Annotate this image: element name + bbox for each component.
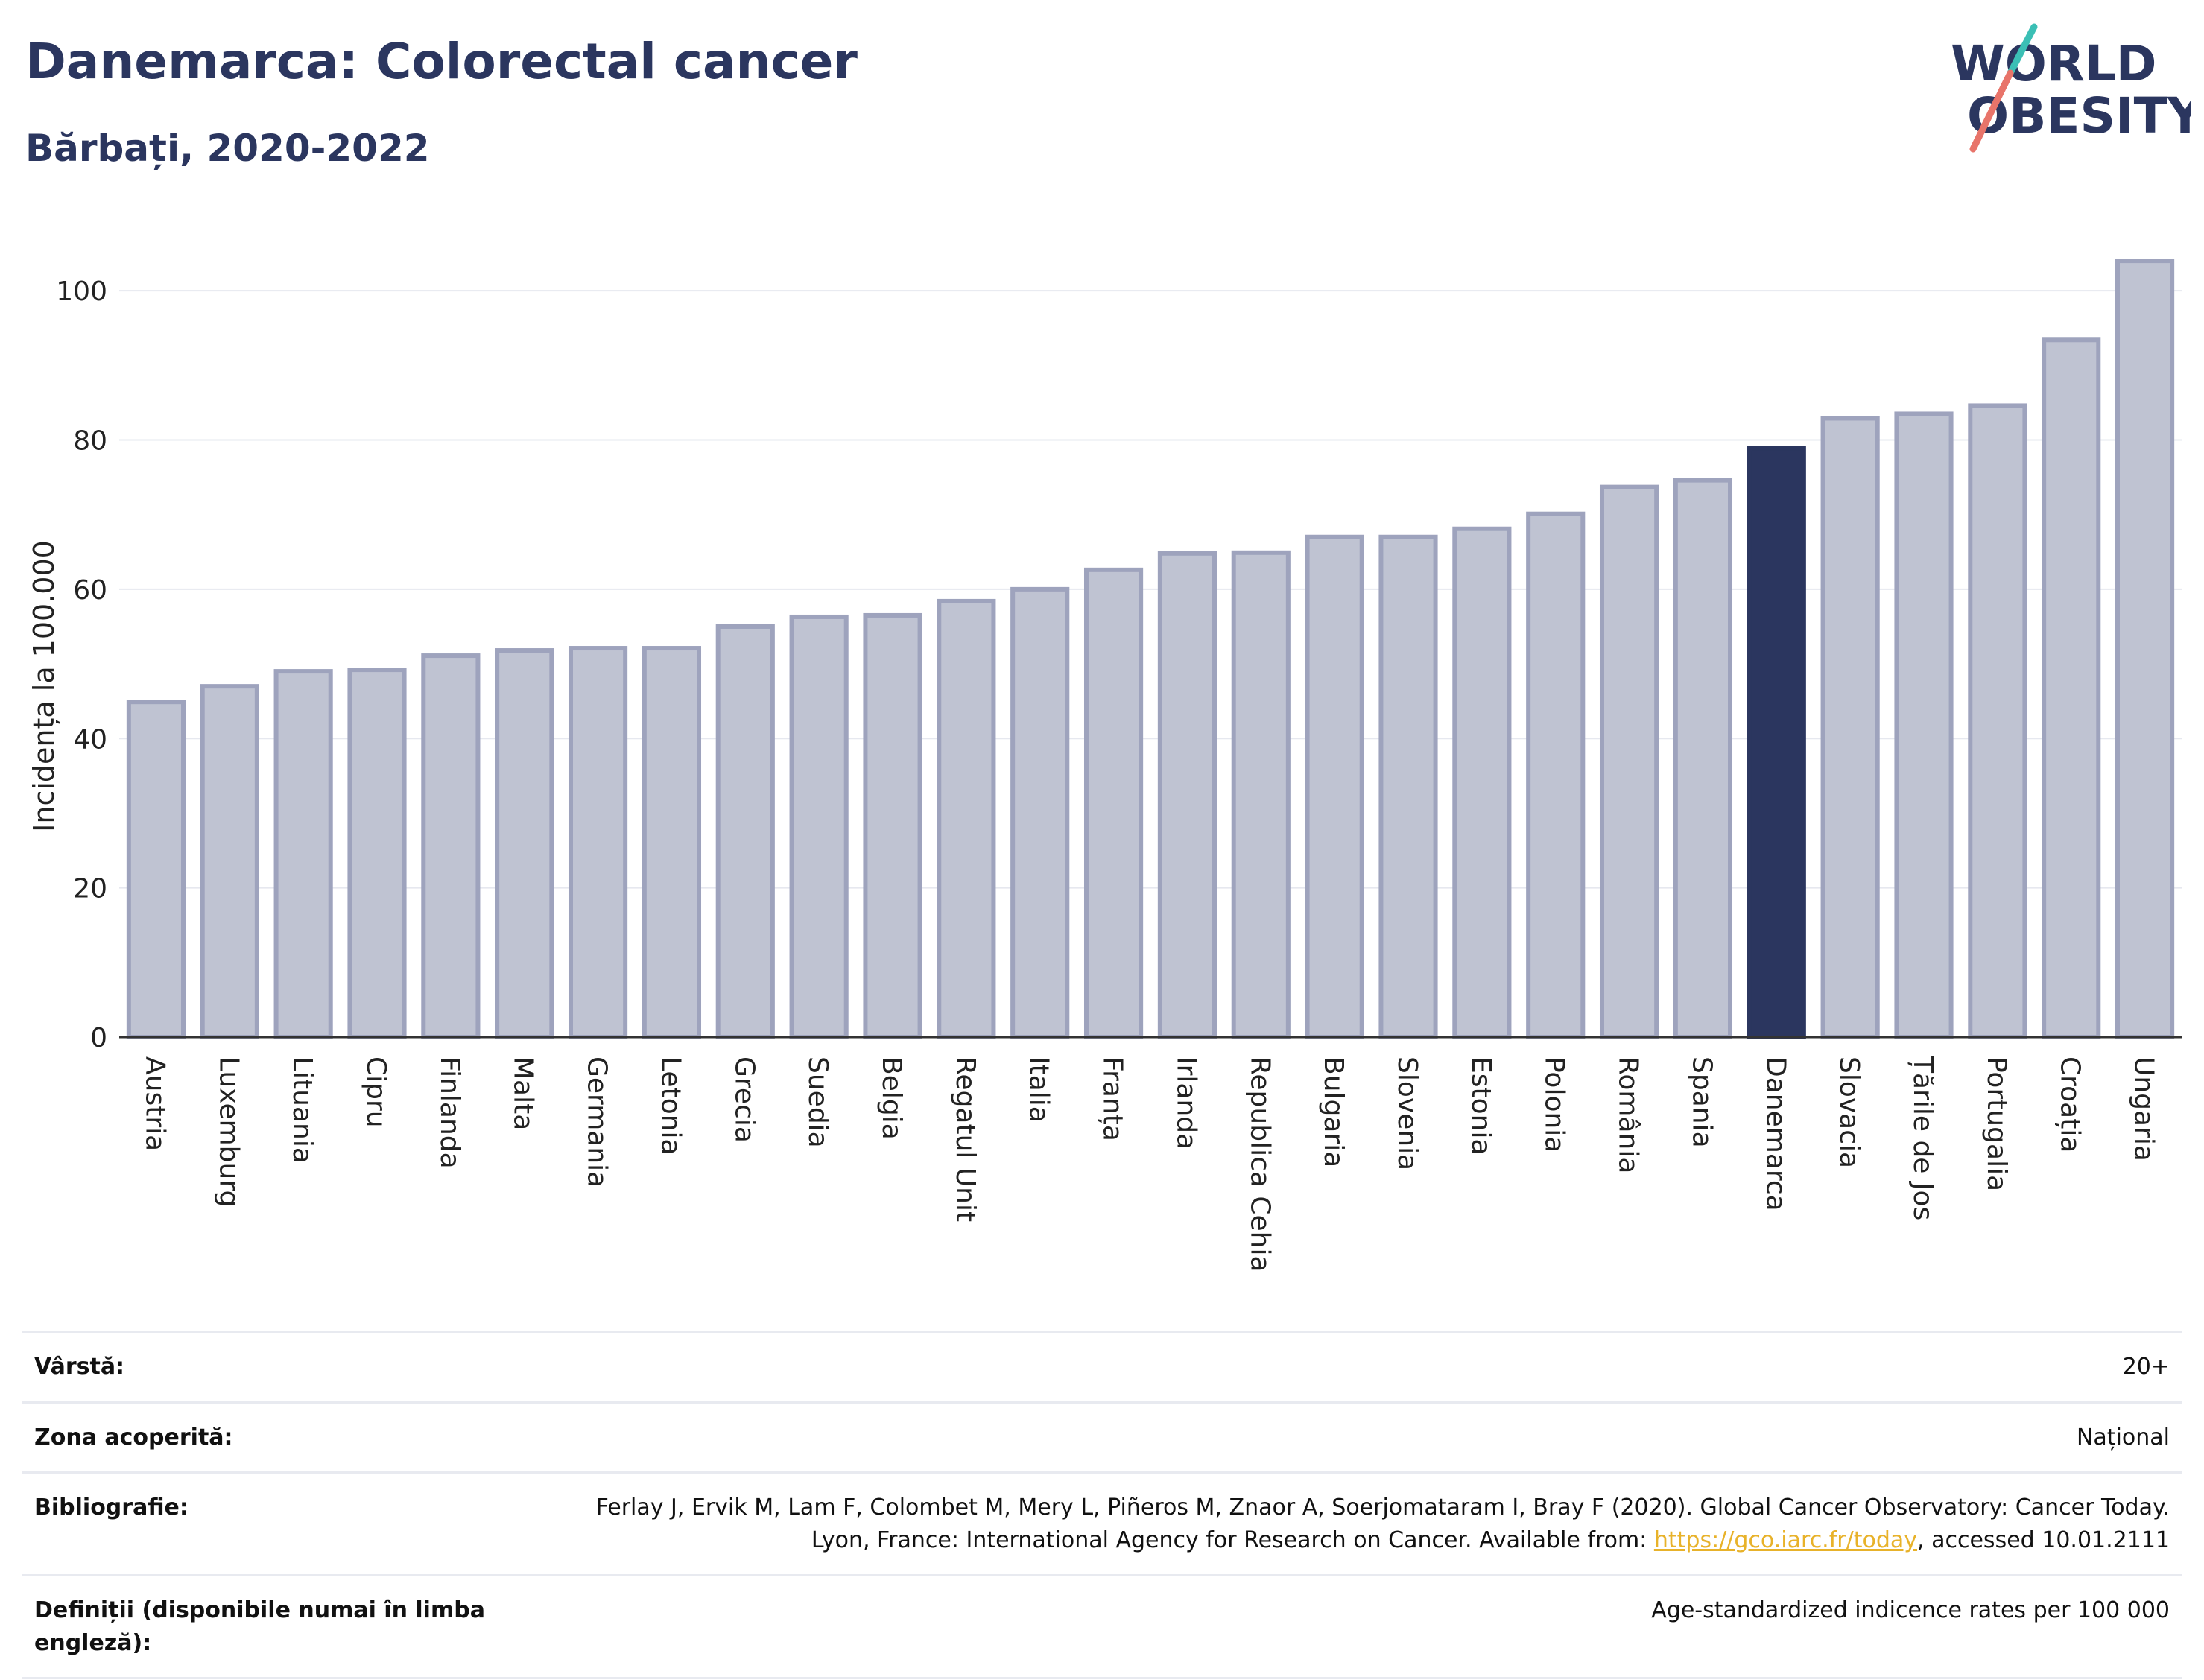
- source-link[interactable]: https://gco.iarc.fr/today: [1653, 1527, 1918, 1553]
- y-tick-label: 20: [73, 874, 107, 904]
- x-tick-label: Republica Cehia: [1244, 1056, 1275, 1272]
- x-tick-label: Italia: [1024, 1056, 1054, 1123]
- x-tick-label: Bulgaria: [1318, 1056, 1349, 1167]
- x-tick-label: Portugalia: [1981, 1056, 2012, 1191]
- bar-cipru: [347, 668, 407, 1039]
- bar-irlanda: [1157, 551, 1217, 1039]
- bibliography-suffix: , accessed 10.01.2111: [1917, 1527, 2170, 1553]
- bar-luxemburg: [200, 684, 259, 1039]
- info-label: Bibliografie:: [22, 1471, 538, 1576]
- x-tick-label: Cipru: [361, 1056, 391, 1128]
- y-tick-label: 100: [56, 276, 107, 307]
- info-row-definitions: Definiții (disponibile numai în limba en…: [22, 1574, 2182, 1679]
- info-value: Ferlay J, Ervik M, Lam F, Colombet M, Me…: [538, 1471, 2182, 1576]
- bar-republica-cehia: [1231, 550, 1291, 1039]
- x-tick-label: Lituania: [287, 1056, 317, 1164]
- bar-țările-de-jos: [1894, 411, 1954, 1039]
- bar-lituania: [273, 669, 333, 1039]
- x-tick-label: Finlanda: [434, 1056, 465, 1169]
- x-tick-label: Suedia: [802, 1056, 833, 1148]
- info-label: Definiții (disponibile numai în limba en…: [22, 1574, 538, 1679]
- bar-malta: [495, 648, 554, 1039]
- x-tick-label: Austria: [139, 1056, 170, 1151]
- x-tick-label: Croația: [2055, 1056, 2086, 1153]
- x-tick-label: Spania: [1686, 1056, 1717, 1148]
- bars: [126, 259, 2175, 1039]
- chart-title: Danemarca: Colorectal cancer: [25, 33, 858, 90]
- x-tick-label: Danemarca: [1760, 1056, 1790, 1211]
- bar-spania: [1673, 478, 1733, 1039]
- x-tick-label: Slovacia: [1834, 1056, 1864, 1168]
- info-row-coverage: Zona acoperită: Național: [22, 1401, 2182, 1473]
- x-tick-label: Belgia: [876, 1056, 907, 1140]
- x-tick-label: Letonia: [655, 1056, 685, 1156]
- info-value: Age-standardized indicence rates per 100…: [538, 1574, 2182, 1679]
- bar-letonia: [642, 646, 702, 1039]
- bar-croația: [2042, 337, 2101, 1039]
- info-row-bibliography: Bibliografie: Ferlay J, Ervik M, Lam F, …: [22, 1471, 2182, 1576]
- info-label: Zona acoperită:: [22, 1401, 538, 1473]
- chart-subtitle: Bărbați, 2020-2022: [25, 127, 430, 170]
- x-tick-label: Germania: [582, 1056, 612, 1188]
- logo-coral-slash: [1969, 69, 2014, 153]
- x-tick-label: Regatul Unit: [950, 1056, 981, 1222]
- bar-slovenia: [1378, 534, 1438, 1039]
- bar-bulgaria: [1305, 534, 1364, 1039]
- world-obesity-logo: WORLD OBESITY: [1951, 23, 2191, 153]
- bar-slovacia: [1820, 416, 1880, 1039]
- info-value: 20+: [538, 1331, 2182, 1402]
- bar-austria: [126, 700, 186, 1039]
- x-tick-label: Polonia: [1539, 1056, 1570, 1153]
- x-tick-label: Grecia: [729, 1056, 759, 1143]
- logo-line1: WORLD: [1951, 35, 2157, 92]
- bar-chart: 0 20 40 60 80 100 Austria Luxemburg Lituania Cip…: [28, 259, 2182, 1272]
- y-axis-label: Incidența la 100.000: [28, 540, 60, 832]
- bar-italia: [1010, 586, 1070, 1039]
- x-tick-label: Țările de Jos: [1907, 1056, 1938, 1220]
- bibliography-text: Ferlay J, Ervik M, Lam F, Colombet M, Me…: [595, 1494, 2170, 1553]
- x-tick-label: România: [1613, 1056, 1644, 1173]
- x-axis-labels: Austria Luxemburg Lituania Cipru Finlanda Mal…: [139, 1056, 2159, 1272]
- bar-estonia: [1452, 526, 1512, 1039]
- y-axis-ticks: 0 20 40 60 80 100: [56, 276, 107, 1053]
- bar-polonia: [1526, 511, 1586, 1039]
- bar-belgia: [863, 612, 922, 1039]
- x-tick-label: Slovenia: [1392, 1056, 1422, 1170]
- y-tick-label: 60: [73, 575, 107, 606]
- y-tick-label: 0: [90, 1023, 107, 1053]
- bar-germania: [568, 646, 628, 1039]
- x-tick-label: Malta: [508, 1056, 539, 1130]
- bar-portugalia: [1968, 403, 2027, 1039]
- x-tick-label: Ungaria: [2129, 1056, 2159, 1161]
- bar-ungaria: [2115, 259, 2175, 1039]
- x-tick-label: Franța: [1098, 1056, 1128, 1141]
- bar-grecia: [715, 624, 775, 1039]
- y-tick-label: 40: [73, 724, 107, 755]
- x-tick-label: Irlanda: [1171, 1056, 1201, 1150]
- info-value: Național: [538, 1401, 2182, 1473]
- logo-line2: OBESITY: [1967, 87, 2191, 145]
- bar-finlanda: [421, 653, 481, 1039]
- x-tick-label: Estonia: [1466, 1056, 1496, 1156]
- x-tick-label: Luxemburg: [213, 1056, 244, 1207]
- bar-regatul-unit: [937, 598, 996, 1039]
- info-table: Vârstă: 20+ Zona acoperită: Național Bib…: [22, 1331, 2182, 1679]
- bar-suedia: [789, 614, 849, 1039]
- bar-danemarca: [1747, 446, 1806, 1039]
- info-row-age: Vârstă: 20+: [22, 1331, 2182, 1402]
- bar-franța: [1083, 567, 1144, 1039]
- bar-românia: [1599, 484, 1659, 1039]
- info-label: Vârstă:: [22, 1331, 538, 1402]
- logo-teal-slash: [2007, 23, 2038, 77]
- y-tick-label: 80: [73, 426, 107, 457]
